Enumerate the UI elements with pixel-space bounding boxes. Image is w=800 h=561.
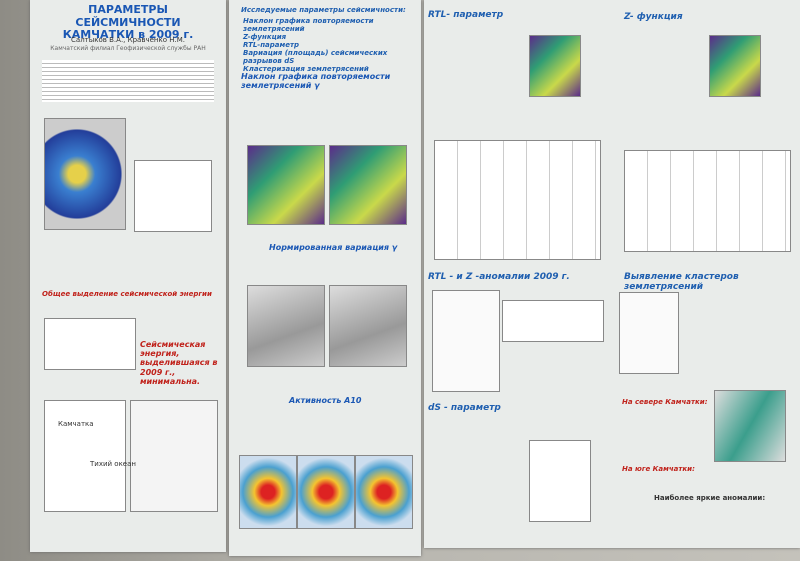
energy-graph (44, 318, 136, 370)
intro-text (42, 60, 214, 102)
poster-title: ПАРАМЕТРЫ СЕЙСМИЧНОСТИ КАМЧАТКИ в 2009 г… (62, 3, 194, 42)
map (247, 145, 325, 225)
poster-1: ПАРАМЕТРЫ СЕЙСМИЧНОСТИ КАМЧАТКИ в 2009 г… (30, 0, 226, 552)
graph (134, 160, 212, 232)
section-heading: Активность A10 (289, 396, 362, 405)
section-heading: Наиболее яркие аномалии: (654, 494, 766, 502)
section-heading: Z- функция (624, 12, 683, 22)
affiliation: Камчатский филиал Геофизической службы Р… (50, 45, 206, 52)
map-grid (434, 140, 601, 260)
graph (502, 300, 604, 342)
list-item: Z-функция (243, 33, 287, 42)
map (44, 400, 126, 512)
map (44, 118, 126, 230)
poster-3: RTL- параметр Z- функция RTL - и Z -аном… (424, 0, 800, 548)
list-item: Наклон графика повторяемости землетрясен… (243, 17, 374, 34)
list-item: RTL-параметр (243, 41, 300, 50)
authors: Салтыков В.А., Кравченко Н.М. (71, 36, 185, 44)
section-heading: RTL - и Z -аномалии 2009 г. (428, 272, 570, 282)
param-list: Наклон графика повторяемости землетрясен… (243, 17, 413, 73)
map (239, 455, 297, 529)
map-label: Тихий океан (90, 460, 136, 468)
map (619, 292, 679, 374)
section-heading: Наклон графика повторяемости землетрясен… (241, 72, 391, 91)
map (355, 455, 413, 529)
map (247, 285, 325, 367)
map (297, 455, 355, 529)
map (329, 145, 407, 225)
list-item: Кластеризация землетрясений (243, 65, 369, 74)
map (130, 400, 218, 512)
map-grid (624, 150, 791, 252)
map (529, 35, 581, 97)
intro: Исследуемые параметры сейсмичности: (241, 6, 406, 14)
section-heading: На юге Камчатки: (622, 465, 695, 473)
map-label: Камчатка (58, 420, 94, 428)
section-heading: Общее выделение сейсмической энергии (42, 290, 212, 298)
section-heading: На севере Камчатки: (622, 398, 708, 406)
section-heading: RTL- параметр (428, 10, 504, 20)
graph (529, 440, 591, 522)
map (709, 35, 761, 97)
section-heading: Нормированная вариация γ (269, 243, 398, 252)
section-heading: dS - параметр (428, 403, 501, 413)
poster-2: Исследуемые параметры сейсмичности: Накл… (229, 0, 421, 556)
section-heading: Сейсмическая энергия, выделившаяся в 200… (140, 340, 218, 386)
list-item: Вариация (площадь) сейсмических разрывов… (243, 49, 388, 66)
section-heading: Выявление кластеров землетрясений (624, 272, 739, 293)
map (432, 290, 500, 392)
map (329, 285, 407, 367)
map (714, 390, 786, 462)
